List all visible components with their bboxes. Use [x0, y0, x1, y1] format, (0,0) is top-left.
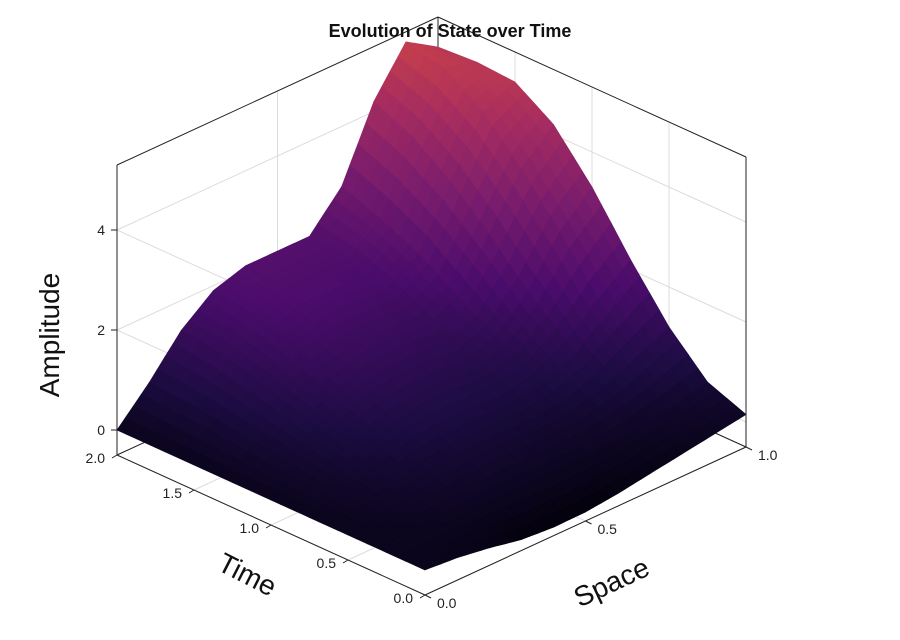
- frame-edge: [437, 16, 747, 158]
- x-tick-label: 1.0: [758, 447, 778, 463]
- y-tick-label: 0.0: [394, 590, 414, 606]
- tick-labels: 0 2 4 0.0 0.5 1.0 1.5 2.0 0.0 0.5 1.0: [86, 222, 778, 611]
- y-tick-label: 1.5: [163, 485, 183, 501]
- x-axis-label: Space: [569, 552, 654, 614]
- x-tick-mark: [585, 520, 592, 525]
- y-tick-mark: [342, 559, 349, 564]
- y-axis-label: Time: [213, 547, 282, 602]
- z-tick-label: 2: [97, 322, 105, 338]
- x-tick-label: 0.0: [437, 595, 457, 611]
- z-tick-label: 0: [97, 422, 105, 438]
- z-tick-label: 4: [97, 222, 105, 238]
- y-tick-mark: [188, 489, 195, 494]
- x-tick-mark: [424, 594, 432, 599]
- z-axis-label: Amplitude: [34, 273, 65, 398]
- x-tick-label: 0.5: [598, 521, 618, 537]
- surface-cell: [414, 561, 434, 571]
- surface-mesh: [116, 41, 747, 571]
- y-tick-label: 2.0: [86, 450, 106, 466]
- x-tick-mark: [745, 446, 753, 451]
- y-tick-mark: [265, 524, 272, 529]
- y-tick-label: 1.0: [240, 520, 260, 536]
- y-tick-mark: [111, 454, 118, 459]
- y-tick-mark: [419, 594, 426, 599]
- chart-title: Evolution of State over Time: [329, 21, 572, 41]
- y-tick-label: 0.5: [317, 555, 337, 571]
- frame-edge: [116, 16, 439, 166]
